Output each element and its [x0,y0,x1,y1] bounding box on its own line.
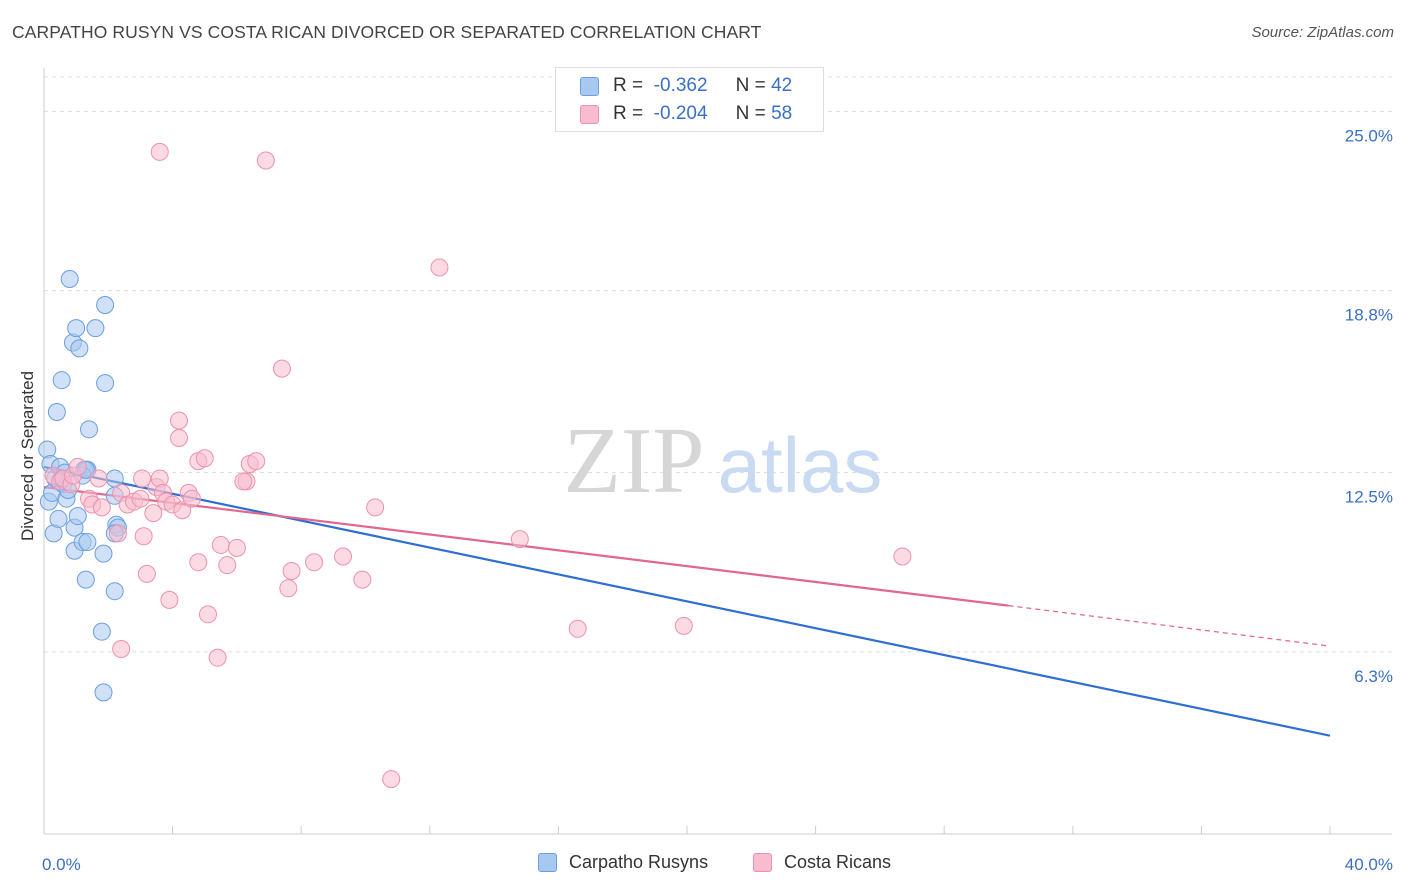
legend-swatch-blue [580,76,599,96]
point-costa-rican [160,590,179,609]
r-label: R = [613,75,644,96]
watermark-zip: ZIP [564,409,705,513]
point-costa-rican [282,561,301,580]
correlation-legend: R = -0.362 N = 42 R = -0.204 N = 58 [555,67,824,132]
point-carpatho-rusyn [96,296,115,315]
point-costa-rican [247,452,266,471]
point-carpatho-rusyn [96,374,115,393]
watermark: ZIP atlas [564,409,883,513]
point-carpatho-rusyn [94,544,113,563]
n-value: 42 [771,75,793,96]
point-costa-rican [170,411,189,430]
point-costa-rican [893,547,912,566]
point-carpatho-rusyn [52,371,71,390]
point-costa-rican [366,498,385,517]
point-costa-rican [198,605,217,624]
trend-line-costa-ricans-extension [1008,605,1331,647]
point-costa-rican [430,258,449,277]
legend-swatch-blue [538,853,557,872]
point-carpatho-rusyn [67,319,86,338]
tick-labels: 6.3% 12.5% 18.8% 25.0% 0.0% 40.0% [42,126,1393,874]
point-costa-rican [182,489,201,508]
legend-item-carpatho-rusyns[interactable]: Carpatho Rusyns [538,852,708,873]
series-legend: Carpatho Rusyns Costa Ricans [0,852,1406,878]
point-costa-rican [89,469,108,488]
y-tick-label: 18.8% [1345,306,1393,325]
legend-row-carpatho-rusyns: R = -0.362 N = 42 [580,73,792,99]
point-carpatho-rusyn [86,319,105,338]
point-costa-rican [256,151,275,170]
point-costa-rican [568,619,587,638]
point-carpatho-rusyn [47,402,66,421]
point-carpatho-rusyn [76,570,95,589]
point-carpatho-rusyn [92,622,111,641]
point-carpatho-rusyn [60,270,79,289]
grid-lines [44,76,1392,653]
point-costa-rican [305,553,324,572]
source-label: Source: ZipAtlas.com [1251,24,1394,41]
point-costa-rican [333,547,352,566]
point-costa-rican [137,564,156,583]
y-tick-label: 12.5% [1345,488,1393,507]
point-carpatho-rusyn [105,582,124,601]
legend-row-costa-ricans: R = -0.204 N = 58 [580,101,792,127]
watermark-atlas: atlas [718,421,883,509]
point-costa-rican [227,538,246,557]
data-points [38,142,912,789]
point-costa-rican [218,556,237,575]
r-value: -0.204 [653,103,708,124]
y-tick-label: 25.0% [1345,126,1393,145]
point-costa-rican [108,524,127,543]
point-costa-rican [144,504,163,523]
legend-swatch-pink [753,853,772,872]
point-costa-rican [150,142,169,161]
point-costa-rican [382,770,401,789]
n-value: 58 [771,103,793,124]
legend-item-costa-ricans[interactable]: Costa Ricans [753,852,891,873]
point-costa-rican [133,469,152,488]
n-label: N = [735,103,766,124]
point-carpatho-rusyn [78,533,97,552]
point-carpatho-rusyn [68,507,87,526]
point-costa-rican [170,428,189,447]
point-costa-rican [195,449,214,468]
trend-line-costa-ricans [43,486,1009,607]
x-tick-label: 40.0% [1345,855,1393,874]
point-costa-rican [68,457,87,476]
point-costa-rican [134,527,153,546]
point-costa-rican [272,359,291,378]
point-costa-rican [234,472,253,491]
legend-label: Carpatho Rusyns [569,852,709,872]
point-costa-rican [92,498,111,517]
point-costa-rican [674,616,693,635]
r-value: -0.362 [653,75,708,96]
point-costa-rican [510,530,529,549]
point-carpatho-rusyn [94,683,113,702]
point-carpatho-rusyn [70,339,89,358]
point-costa-rican [211,535,230,554]
point-costa-rican [131,489,150,508]
y-axis-label: Divorced or Separated [18,370,37,542]
point-costa-rican [353,570,372,589]
chart-title: CARPATHO RUSYN VS COSTA RICAN DIVORCED O… [12,22,762,42]
y-tick-label: 6.3% [1354,667,1393,686]
point-costa-rican [112,640,131,659]
point-carpatho-rusyn [49,509,68,528]
point-costa-rican [189,553,208,572]
trend-line-carpatho-rusyns [43,465,1331,737]
x-tick-label: 0.0% [42,855,81,874]
r-label: R = [613,103,644,124]
legend-swatch-pink [580,104,599,124]
legend-label: Costa Ricans [784,852,892,872]
point-costa-rican [173,501,192,520]
n-label: N = [735,75,766,96]
point-carpatho-rusyn [80,420,99,439]
point-costa-rican [279,579,298,598]
point-costa-rican [208,648,227,667]
trend-lines [43,465,1331,737]
